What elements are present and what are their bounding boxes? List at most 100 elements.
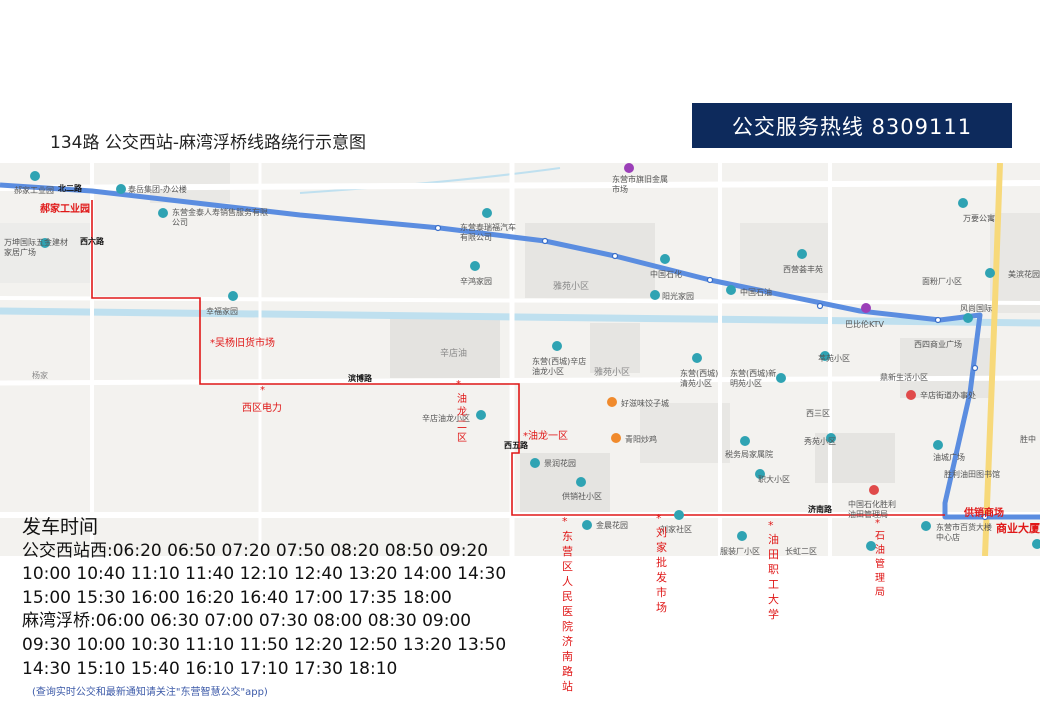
map-label: 辛店街道办事处 [920, 391, 976, 400]
poi-pin-icon [985, 268, 995, 278]
poi-pin-icon [552, 341, 562, 351]
map-label: 西营荟丰苑 [783, 265, 823, 274]
map-label: 胜中 [1020, 435, 1036, 444]
stop-youlong2[interactable]: 油龙二区 [457, 394, 467, 444]
poi-pin-icon [30, 171, 40, 181]
map-label: 东营(西城)辛店油龙小区 [532, 357, 587, 376]
map-label: 青阳炒鸡 [625, 435, 657, 444]
poi-pin-icon [866, 541, 876, 551]
poi-pin-icon [482, 208, 492, 218]
stop-marker-liujia: * [656, 512, 662, 525]
map-label: 风尚国际 [960, 304, 992, 313]
map-label: 万坤国际五金建材家居广场 [4, 238, 68, 257]
poi-pin-icon [820, 351, 830, 361]
schedule-block: 发车时间 公交西站西:06:20 06:50 07:20 07:50 08:20… [22, 516, 506, 681]
map-label: 油城广场 [933, 453, 965, 462]
stop-youtian[interactable]: 油田职工大学 [768, 533, 779, 621]
stop-marker-shiyou: * [875, 518, 880, 529]
poi-pin-icon [582, 520, 592, 530]
map-label: 泰岳集团-办公楼 [128, 185, 187, 194]
map-label: 萃苑小区 [818, 354, 850, 363]
poi-pin-icon [737, 531, 747, 541]
poi-pin-icon [740, 436, 750, 446]
schedule-line: 10:00 10:40 11:10 11:40 12:10 12:40 13:2… [22, 564, 507, 585]
schedule-line: 公交西站西:06:20 06:50 07:20 07:50 08:20 08:5… [22, 540, 489, 561]
stop-marker-xiqu: * [260, 385, 265, 396]
restaurant-icon [611, 433, 621, 443]
stop-haojia[interactable]: 郝家工业园 [40, 204, 90, 215]
page-title: 134路 公交西站-麻湾浮桥线路绕行示意图 [50, 133, 366, 153]
stop-marker-youtian: * [768, 519, 774, 532]
map-label: 美滨花园 [1008, 270, 1040, 279]
poi-pin-icon [158, 208, 168, 218]
poi-pin-icon [958, 198, 968, 208]
schedule-line: 15:00 15:30 16:00 16:20 16:40 17:00 17:3… [22, 587, 452, 608]
stop-wuyang[interactable]: *吴杨旧货市场 [210, 338, 275, 349]
stop-marker-hospital: * [562, 515, 568, 528]
map-label: 辛鸿家园 [460, 277, 492, 286]
hospital-icon [869, 485, 879, 495]
poi-pin-icon [530, 458, 540, 468]
gas-station-icon [660, 254, 670, 264]
map-label: 景润花园 [544, 459, 576, 468]
map-canvas [0, 163, 1040, 556]
poi-pin-icon [933, 440, 943, 450]
poi-pin-icon [674, 510, 684, 520]
map-label: 中国石油 [740, 288, 772, 297]
hotline-banner: 公交服务热线 8309111 [692, 103, 1012, 148]
stop-gongxiao[interactable]: 供销商场 [964, 508, 1004, 519]
poi-pin-icon [40, 238, 50, 248]
gas-station-icon [726, 285, 736, 295]
poi-pin-icon [1032, 539, 1040, 549]
poi-pin-icon [797, 249, 807, 259]
map-label: 中国石化 [650, 270, 682, 279]
poi-pin-icon [921, 521, 931, 531]
map-label: 雅苑小区 [594, 368, 631, 378]
map-label: 刘家社区 [660, 525, 692, 534]
map-label: 杨家 [32, 371, 48, 380]
road-binbo: 滨博路 [348, 374, 372, 383]
stop-youlong1[interactable]: *油龙一区 [523, 431, 568, 442]
map-label: 秀苑小区 [804, 437, 836, 446]
poi-pin-icon [963, 313, 973, 323]
road-xiwu: 西五路 [504, 441, 528, 450]
poi-pin-icon [228, 291, 238, 301]
government-icon [906, 390, 916, 400]
map-label: 辛店油 [440, 349, 468, 359]
poi-pin-icon [116, 184, 126, 194]
map-label: 鼎新生活小区 [880, 373, 928, 382]
map-label: 巴比伦KTV [845, 320, 884, 329]
map-label: 东营市百货大楼中心店 [936, 523, 992, 542]
stop-liujia[interactable]: 刘家批发市场 [656, 526, 667, 614]
info-note: (查询实时公交和最新通知请关注"东营智慧公交"app) [32, 687, 268, 698]
map-label: 阳光家园 [662, 292, 694, 301]
map-label: 服装厂小区 [720, 547, 760, 556]
map-label: 面粉厂小区 [922, 277, 962, 286]
route-map[interactable]: 北二路 西六路 滨博路 西五路 济南路 郝家工业园 泰岳集团-办公楼 东营金泰人… [0, 163, 1040, 556]
schedule-line: 14:30 15:10 15:40 16:10 17:10 17:30 18:1… [22, 658, 398, 679]
stop-hospital[interactable]: 东营区人民医院济南路站 [562, 530, 573, 693]
map-label: 万要公寓 [963, 214, 995, 223]
map-label: 西四商业广场 [914, 340, 962, 349]
stop-marker-youlong2: * [456, 379, 461, 390]
map-label: 辛店油龙小区 [422, 414, 470, 423]
road-jinan: 济南路 [808, 505, 832, 514]
map-label: 税务局家属院 [725, 450, 773, 459]
map-label: 雅苑小区 [553, 282, 590, 292]
stop-xiqu[interactable]: 西区电力 [242, 403, 282, 414]
ktv-icon [861, 303, 871, 313]
poi-pin-icon [776, 373, 786, 383]
map-label: 职大小区 [758, 475, 790, 484]
poi-pin-icon [650, 290, 660, 300]
road-xiliu: 西六路 [80, 237, 104, 246]
map-label: 东营市旗旧金属市场 [612, 175, 668, 194]
map-label: 东营金泰人寿销售服务有限公司 [172, 208, 268, 227]
map-label: 胜利油田图书馆 [944, 470, 1000, 479]
map-label: 供销社小区 [562, 492, 602, 501]
map-label: 东营(西城)清苑小区 [680, 369, 719, 388]
restaurant-icon [607, 397, 617, 407]
poi-pin-icon [755, 469, 765, 479]
poi-pin-icon [624, 163, 634, 173]
stop-shiyou[interactable]: 石油管理局 [875, 531, 885, 598]
stop-shangye[interactable]: 商业大厦 [996, 522, 1040, 535]
